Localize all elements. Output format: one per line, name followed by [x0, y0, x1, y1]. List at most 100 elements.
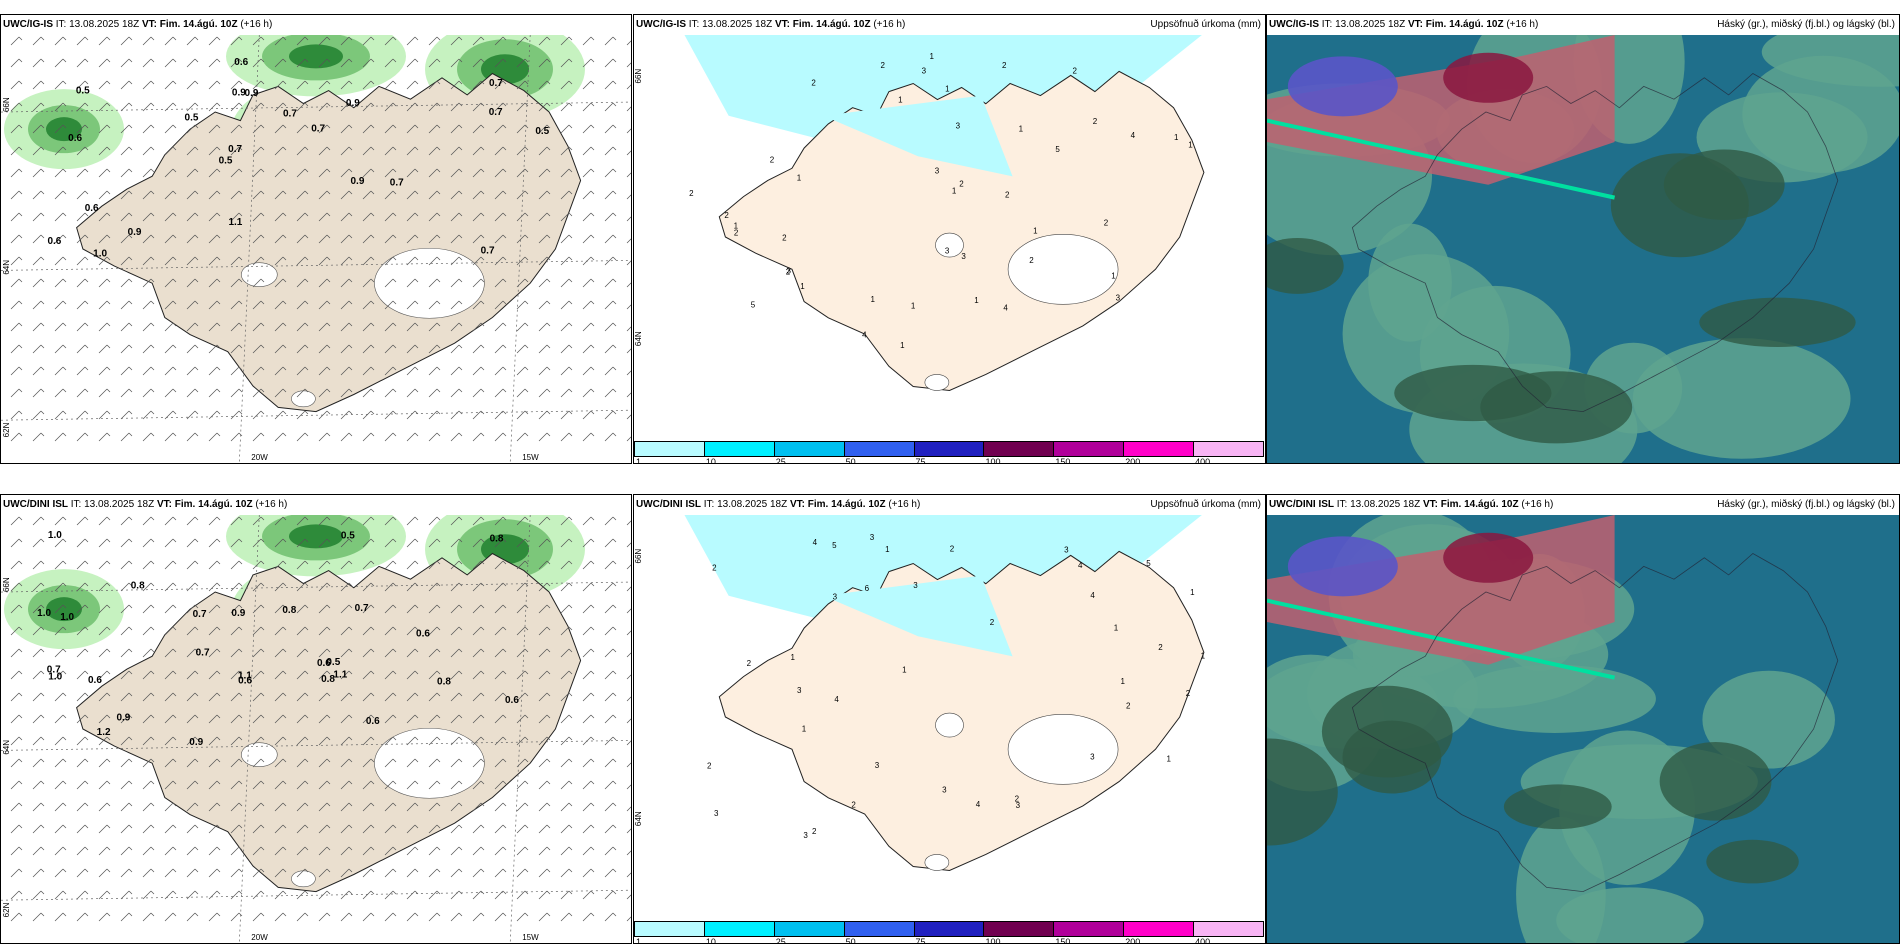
wind-barb — [230, 604, 243, 614]
wind-barb — [164, 692, 177, 702]
wind-barb — [252, 366, 265, 376]
wind-barb — [428, 212, 441, 222]
wind-barb — [54, 410, 67, 420]
wind-barb — [428, 846, 441, 856]
wind-barb — [98, 912, 111, 922]
wind-barb — [32, 604, 45, 614]
wind-barb — [362, 560, 375, 570]
wind-barb — [560, 516, 573, 526]
panel-header: UWC/IG-IS IT: 13.08.2025 18Z VT: Fim. 14… — [1267, 15, 1899, 35]
wind-barb — [54, 124, 67, 134]
wind-barb — [384, 604, 397, 614]
wind-barb — [230, 36, 243, 46]
wind-barb — [318, 890, 331, 900]
wind-barb — [340, 234, 353, 244]
cloud-area — [1663, 149, 1785, 220]
wind-barb — [32, 758, 45, 768]
wind-barb — [450, 846, 463, 856]
precip-value: 0.6 — [85, 203, 99, 214]
wind-barb — [10, 102, 23, 112]
wind-barb — [384, 366, 397, 376]
wind-barb — [626, 414, 631, 420]
precip-value: 0.5 — [185, 113, 199, 124]
precip-value: 2 — [1029, 256, 1034, 265]
parallel — [1, 740, 631, 751]
panel-header: UWC/IG-IS IT: 13.08.2025 18Z VT: Fim. 14… — [1, 15, 631, 35]
wind-barb — [186, 300, 199, 310]
wind-barb — [164, 432, 177, 442]
wind-barb — [10, 626, 23, 636]
wind-barb — [538, 124, 551, 134]
precip-value: 0.6 — [366, 716, 380, 727]
colorbar-tick: 100 — [985, 457, 1001, 464]
wind-barb — [604, 582, 617, 592]
wind-barb — [516, 824, 529, 834]
wind-barb — [252, 190, 265, 200]
glacier — [924, 854, 950, 871]
wind-barb — [340, 410, 353, 420]
wind-barb — [76, 432, 89, 442]
precip-value: 1.0 — [48, 530, 62, 541]
colorbar-cell — [1123, 921, 1195, 937]
wind-barb — [10, 560, 23, 570]
wind-barb — [230, 256, 243, 266]
wind-barb — [384, 278, 397, 288]
wind-barb — [10, 868, 23, 878]
cloud-panel-dini: UWC/DINI ISL IT: 13.08.2025 18Z VT: Fim.… — [1266, 494, 1900, 944]
wind-barb — [142, 846, 155, 856]
wind-barb — [582, 146, 595, 156]
wind-barb — [450, 670, 463, 680]
wind-barb — [120, 168, 133, 178]
valid-time: Fim. 14.ágú. 10Z — [1440, 499, 1519, 510]
wind-barb — [142, 912, 155, 922]
wind-barb — [538, 300, 551, 310]
precip-value: 2 — [881, 61, 886, 70]
wind-barb — [164, 604, 177, 614]
wind-barb — [428, 582, 441, 592]
wind-barb — [186, 890, 199, 900]
wind-barb — [582, 604, 595, 614]
wind-barb — [32, 648, 45, 658]
wind-barb — [186, 432, 199, 442]
wind-barb — [10, 432, 23, 442]
precip-value: 1 — [800, 282, 805, 291]
wind-barb — [230, 212, 243, 222]
panel-header: UWC/DINI ISL IT: 13.08.2025 18Z VT: Fim.… — [1, 495, 631, 515]
wind-barb — [98, 300, 111, 310]
wind-barb — [318, 366, 331, 376]
wind-barb — [296, 190, 309, 200]
wind-barb — [384, 758, 397, 768]
valid-time-label: VT: — [141, 19, 157, 30]
wind-barb — [626, 304, 631, 310]
wind-barb — [76, 366, 89, 376]
wind-barb — [274, 912, 287, 922]
valid-time: Fim. 14.ágú. 10Z — [792, 19, 871, 30]
wind-barb — [384, 102, 397, 112]
precip-value: 1 — [1201, 651, 1206, 660]
iceland-outline — [1351, 553, 1839, 893]
wind-barb — [582, 168, 595, 178]
wind-barb — [626, 238, 631, 244]
wind-barb — [582, 912, 595, 922]
wind-barb — [98, 890, 111, 900]
wind-barb — [450, 410, 463, 420]
wind-barb — [362, 190, 375, 200]
wind-barb — [318, 278, 331, 288]
wind-barb — [274, 604, 287, 614]
wind-barb — [98, 758, 111, 768]
wind-barb — [142, 36, 155, 46]
wind-barb — [164, 256, 177, 266]
wind-barb — [428, 912, 441, 922]
wind-barb — [560, 168, 573, 178]
wind-barb — [54, 648, 67, 658]
precip-value: 0.5 — [326, 657, 340, 668]
glacier — [924, 374, 950, 391]
wind-barb — [450, 190, 463, 200]
mid-cloud-area — [1516, 816, 1606, 943]
wind-barb — [494, 692, 507, 702]
wind-barb — [362, 58, 375, 68]
wind-barb — [626, 194, 631, 200]
wind-barb — [76, 410, 89, 420]
wind-barb — [208, 366, 221, 376]
wind-barb — [54, 168, 67, 178]
